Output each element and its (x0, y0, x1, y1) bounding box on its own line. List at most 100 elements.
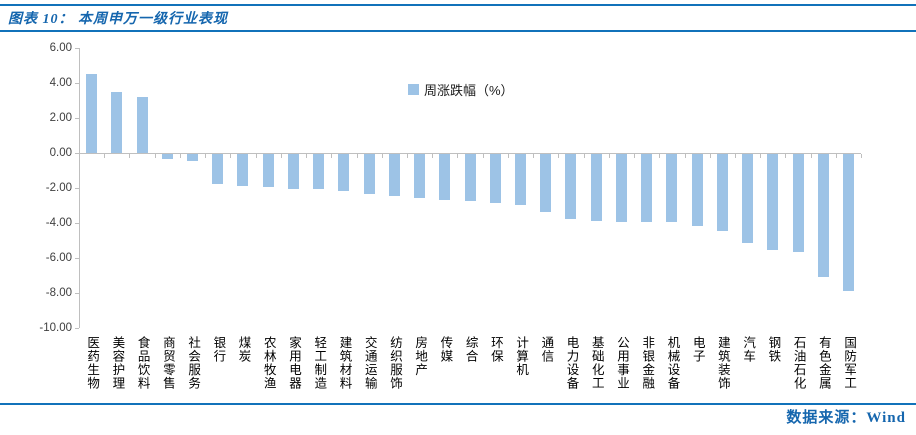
x-axis-category-label: 食品饮料 (135, 336, 150, 390)
bar-建筑材料 (338, 154, 350, 191)
bar-食品饮料 (136, 97, 148, 153)
bar-机械设备 (666, 154, 678, 223)
x-axis-tick (835, 154, 837, 158)
top-rule (0, 4, 916, 6)
x-axis-category-label: 汽车 (741, 336, 756, 363)
y-axis-tick-label: 0.00 (49, 147, 72, 159)
x-axis-tick (406, 154, 408, 158)
x-axis-tick (608, 154, 610, 158)
bar-商贸零售 (161, 154, 173, 160)
y-axis-tick (75, 258, 79, 259)
x-axis-tick (558, 154, 560, 158)
bar-国防军工 (843, 154, 854, 291)
x-axis-tick (734, 154, 736, 158)
bar-通信 (540, 154, 552, 212)
y-axis-tick-label: -4.00 (45, 217, 72, 229)
y-axis-tick (75, 48, 79, 49)
bar-煤炭 (237, 154, 249, 186)
bar-有色金属 (817, 154, 829, 277)
y-axis-tick (75, 223, 79, 224)
x-axis-tick (331, 154, 333, 158)
x-axis-tick (381, 154, 383, 158)
legend-swatch-icon (408, 84, 419, 95)
x-axis-category-label: 商贸零售 (160, 336, 175, 390)
y-axis-tick-label: 6.00 (49, 42, 72, 54)
x-axis-tick (583, 154, 585, 158)
y-axis-tick-label: -6.00 (45, 252, 72, 264)
y-axis-tick-label: -10.00 (39, 322, 72, 334)
bar-基础化工 (590, 154, 602, 221)
x-axis-tick (760, 154, 762, 158)
x-axis-tick (709, 154, 711, 158)
y-axis-tick-label: -2.00 (45, 182, 72, 194)
x-axis-tick (179, 154, 181, 158)
x-axis-category-label: 综合 (463, 336, 478, 363)
bar-农林牧渔 (262, 154, 274, 188)
chart-title: 图表 10： 本周申万一级行业表现 (8, 12, 228, 27)
bar-美容护理 (111, 91, 123, 153)
bar-电子 (691, 154, 703, 226)
y-axis-tick-label: 4.00 (49, 77, 72, 89)
x-axis-category-label: 电子 (690, 336, 705, 363)
y-axis-line (79, 48, 80, 328)
x-axis-category-label: 家用电器 (287, 336, 302, 390)
x-axis-tick (205, 154, 207, 158)
x-axis-category-label: 公用事业 (615, 336, 629, 390)
x-axis-tick (154, 154, 156, 158)
x-axis-category-label: 医药生物 (85, 336, 100, 390)
y-axis-tick-label: 2.00 (49, 112, 72, 124)
bar-医药生物 (86, 74, 98, 153)
bar-电力设备 (565, 154, 577, 219)
x-axis-category-label: 电力设备 (564, 336, 579, 390)
bar-房地产 (414, 154, 426, 198)
x-axis-category-label: 石油石化 (791, 336, 806, 390)
x-axis-category-label: 交通运输 (362, 336, 377, 390)
x-axis-category-label: 轻工制造 (312, 336, 327, 390)
x-axis-tick (356, 154, 358, 158)
title-rule (0, 30, 916, 32)
x-axis-tick (280, 154, 282, 158)
x-axis-tick (432, 154, 434, 158)
y-axis-tick (75, 328, 79, 329)
bar-公用事业 (615, 154, 627, 223)
y-axis-tick (75, 188, 79, 189)
x-axis-category-label: 计算机 (514, 336, 529, 377)
x-axis-category-label: 美容护理 (110, 336, 125, 390)
bar-汽车 (742, 154, 754, 244)
footer-rule (0, 403, 916, 405)
data-source-label: 数据来源：Wind (786, 410, 906, 426)
x-axis-tick (861, 154, 863, 158)
bar-chart: 周涨跌幅（%） 6.00 4.00 2.00 0.00 -2.00 -4.00 -6.00 -… (0, 34, 916, 404)
x-axis-category-label: 通信 (539, 336, 554, 363)
bar-建筑装饰 (716, 154, 728, 231)
x-axis-category-label: 煤炭 (236, 336, 251, 363)
x-axis-category-label: 钢铁 (766, 336, 781, 363)
bar-石油石化 (792, 154, 804, 252)
x-axis-tick (79, 154, 80, 158)
x-axis-category-label: 传媒 (438, 336, 453, 363)
x-axis-category-label: 农林牧渔 (261, 336, 276, 390)
x-axis-category-label: 国防军工 (842, 336, 857, 390)
bar-纺织服饰 (388, 154, 400, 196)
x-axis-tick (104, 154, 106, 158)
x-axis-category-label: 社会服务 (186, 336, 201, 390)
x-axis-tick (533, 154, 535, 158)
legend-label: 周涨跌幅（%） (424, 83, 514, 98)
chart-legend: 周涨跌幅（%） (408, 80, 514, 99)
x-axis-category-label: 银行 (211, 336, 226, 363)
y-axis-tick (75, 153, 79, 154)
bar-计算机 (515, 154, 527, 205)
x-axis-category-label: 房地产 (413, 336, 428, 377)
bar-非银金融 (641, 154, 653, 223)
x-axis-tick (457, 154, 459, 158)
x-axis-line (79, 153, 862, 154)
bar-银行 (212, 154, 224, 184)
x-axis-tick (810, 154, 812, 158)
x-axis-tick (785, 154, 787, 158)
x-axis-tick (634, 154, 636, 158)
x-axis-tick (482, 154, 484, 158)
bar-综合 (464, 154, 476, 202)
y-axis-tick (75, 83, 79, 84)
x-axis-tick (129, 154, 131, 158)
